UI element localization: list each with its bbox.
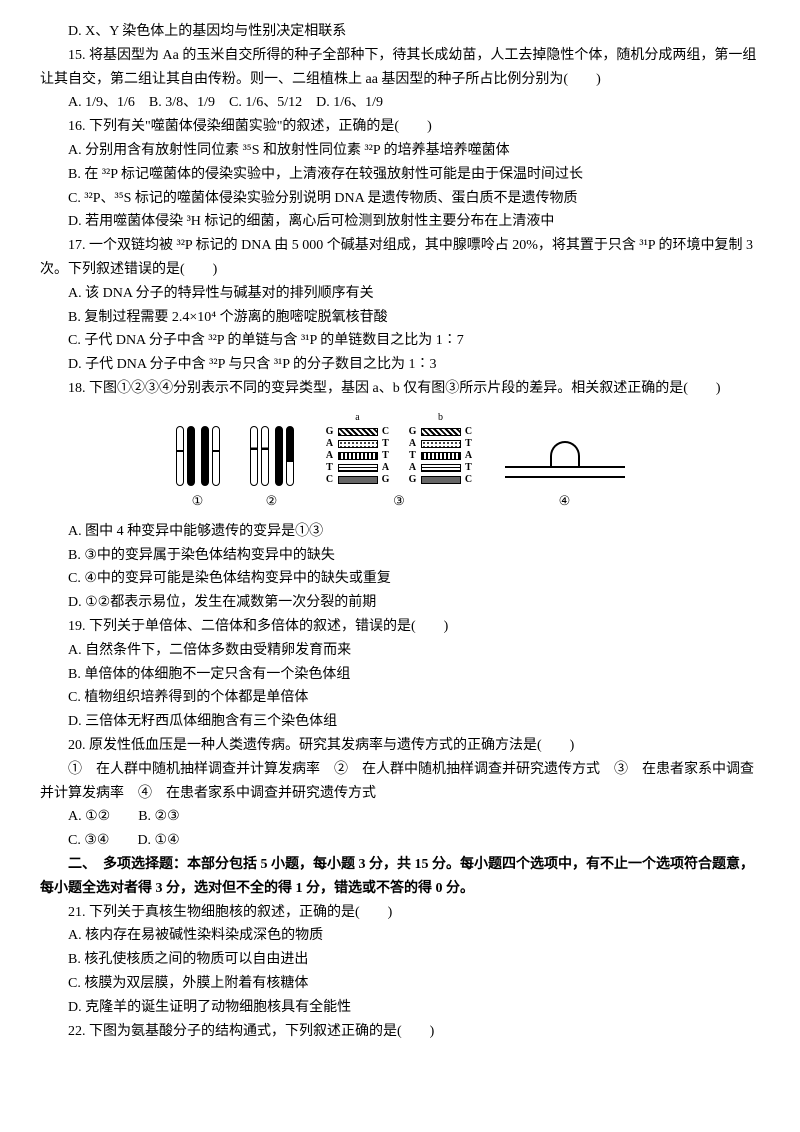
q19-stem: 19. 下列关于单倍体、二倍体和多倍体的叙述，错误的是( ) [40,615,760,639]
q19-d: D. 三倍体无籽西瓜体细胞含有三个染色体组 [40,710,760,734]
q16-b: B. 在 ³²P 标记噬菌体的侵染实验中，上清液存在较强放射性可能是由于保温时间… [40,163,760,187]
q15-options: A. 1/9、1/6 B. 3/8、1/9 C. 1/6、5/12 D. 1/6… [40,91,760,115]
figure-4: ④ [505,436,625,512]
q18-b: B. ③中的变异属于染色体结构变异中的缺失 [40,544,760,568]
q17-b: B. 复制过程需要 2.4×10⁴ 个游离的胞嘧啶脱氧核苷酸 [40,306,760,330]
q18-stem: 18. 下图①②③④分别表示不同的变异类型，基因 a、b 仅有图③所示片段的差异… [40,377,760,401]
q18-d: D. ①②都表示易位，发生在减数第一次分裂的前期 [40,591,760,615]
q14-option-d: D. X、Y 染色体上的基因均与性别决定相联系 [40,20,760,44]
q18-c: C. ④中的变异可能是染色体结构变异中的缺失或重复 [40,567,760,591]
fig-label-3: ③ [324,490,475,512]
q21-stem: 21. 下列关于真核生物细胞核的叙述，正确的是( ) [40,901,760,925]
q16-stem: 16. 下列有关"噬菌体侵染细菌实验"的叙述，正确的是( ) [40,115,760,139]
q18-figure: ① ② a GCATATTACG b GCATTAATGC ③ ④ [40,409,760,512]
q17-stem: 17. 一个双链均被 ³²P 标记的 DNA 由 5 000 个碱基对组成，其中… [40,234,760,282]
q20-opts1: A. ①② B. ②③ [40,805,760,829]
q15-stem: 15. 将基因型为 Aa 的玉米自交所得的种子全部种下，待其长成幼苗，人工去掉隐… [40,44,760,92]
section-2-heading: 二、 多项选择题：本部分包括 5 小题，每小题 3 分，共 15 分。每小题四个… [40,853,760,901]
q16-c: C. ³²P、³⁵S 标记的噬菌体侵染实验分别说明 DNA 是遗传物质、蛋白质不… [40,187,760,211]
q21-b: B. 核孔使核质之间的物质可以自由进出 [40,948,760,972]
figure-1: ① [176,426,220,512]
q17-c: C. 子代 DNA 分子中含 ³²P 的单链与含 ³¹P 的单链数目之比为 1∶… [40,329,760,353]
fig-label-2: ② [250,490,294,512]
q17-a: A. 该 DNA 分子的特异性与碱基对的排列顺序有关 [40,282,760,306]
q17-d: D. 子代 DNA 分子中含 ³²P 与只含 ³¹P 的分子数目之比为 1∶3 [40,353,760,377]
q20-opts2: C. ③④ D. ①④ [40,829,760,853]
fig-label-4: ④ [505,490,625,512]
q22-stem: 22. 下图为氨基酸分子的结构通式，下列叙述正确的是( ) [40,1020,760,1044]
q19-b: B. 单倍体的体细胞不一定只含有一个染色体组 [40,663,760,687]
fig-label-1: ① [176,490,220,512]
q21-a: A. 核内存在易被碱性染料染成深色的物质 [40,924,760,948]
figure-3: a GCATATTACG b GCATTAATGC ③ [324,409,475,512]
q18-a: A. 图中 4 种变异中能够遗传的变异是①③ [40,520,760,544]
q19-a: A. 自然条件下，二倍体多数由受精卵发育而来 [40,639,760,663]
q20-stem: 20. 原发性低血压是一种人类遗传病。研究其发病率与遗传方式的正确方法是( ) [40,734,760,758]
q20-nums: ① 在人群中随机抽样调查并计算发病率 ② 在人群中随机抽样调查并研究遗传方式 ③… [40,758,760,806]
q16-a: A. 分别用含有放射性同位素 ³⁵S 和放射性同位素 ³²P 的培养基培养噬菌体 [40,139,760,163]
q19-c: C. 植物组织培养得到的个体都是单倍体 [40,686,760,710]
q21-d: D. 克隆羊的诞生证明了动物细胞核具有全能性 [40,996,760,1020]
q21-c: C. 核膜为双层膜，外膜上附着有核糖体 [40,972,760,996]
figure-2: ② [250,426,294,512]
q16-d: D. 若用噬菌体侵染 ³H 标记的细菌，离心后可检测到放射性主要分布在上清液中 [40,210,760,234]
